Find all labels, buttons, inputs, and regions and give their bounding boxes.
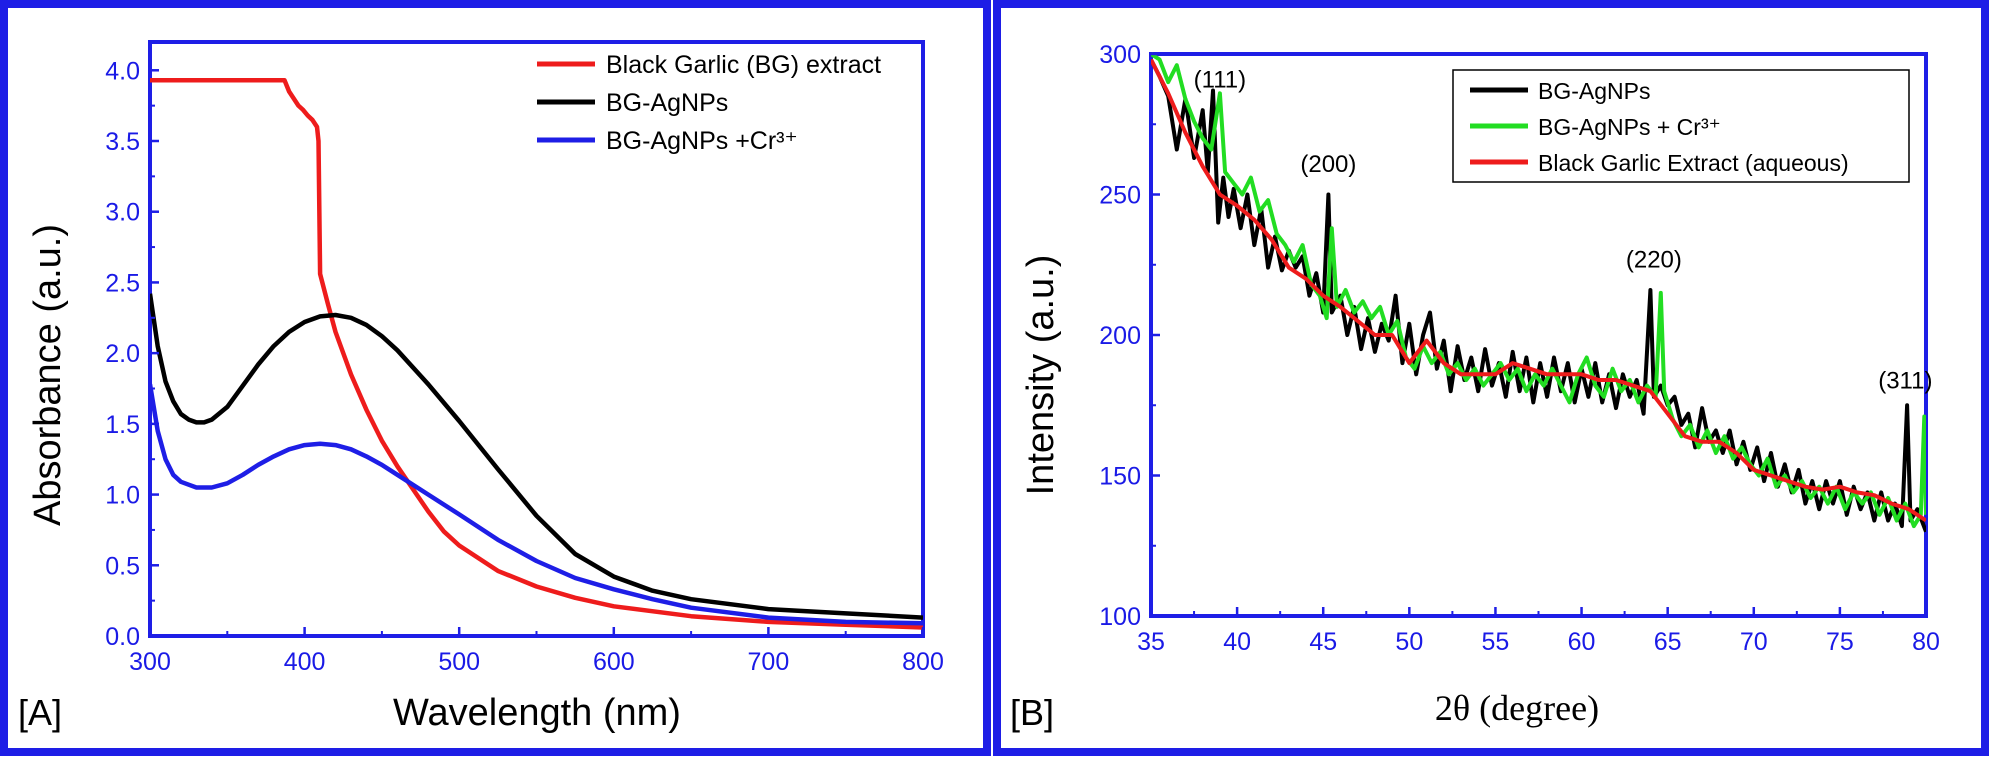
panel-a-y-tick-label: 0.0 bbox=[105, 623, 140, 651]
panel-a-y-tick-label: 2.5 bbox=[105, 269, 140, 297]
panel-a-series-group bbox=[150, 77, 923, 630]
legend-label-bg-agnps: BG-AgNPs bbox=[606, 89, 728, 117]
panel-a-x-tick-label: 600 bbox=[593, 648, 635, 676]
panel-a-y-tick-label: 3.5 bbox=[105, 128, 140, 156]
panel-a: 300 400 500 600 700 800 0.0 0.5 1.0 1.5 2.0 2.5 3.0 3… bbox=[0, 0, 991, 756]
panel-b-frame bbox=[993, 0, 1989, 756]
panel-a-y-tick-label: 2.0 bbox=[105, 340, 140, 368]
panel-b-y-axis-title: Intensity (a.u.) bbox=[1020, 255, 1062, 496]
panel-b-y-tick-label: 250 bbox=[1099, 182, 1141, 210]
panel-b-y-tick-label: 150 bbox=[1099, 463, 1141, 491]
panel-b-series-group bbox=[1151, 52, 1926, 533]
panel-a-y-tick-label: 0.5 bbox=[105, 552, 140, 580]
panel-b-x-tick-label: 60 bbox=[1568, 628, 1596, 656]
panel-b-x-tick-label: 65 bbox=[1654, 628, 1682, 656]
panel-b-x-axis-title: 2θ (degree) bbox=[1435, 688, 1599, 728]
legend-label-b-bg-agnps-cr: BG-AgNPs + Cr³⁺ bbox=[1538, 114, 1721, 140]
legend-label-b-bg-agnps: BG-AgNPs bbox=[1538, 78, 1650, 104]
panel-a-series-line-3 bbox=[150, 383, 923, 626]
panel-b-legend-box bbox=[1452, 69, 1910, 183]
panel-a-plot-area: 300 400 500 600 700 800 0.0 0.5 1.0 1.5 2.0 2.5 3.0 3… bbox=[105, 40, 944, 676]
panel-a-x-tick-label: 700 bbox=[748, 648, 790, 676]
panel-a-series-line-1 bbox=[150, 77, 923, 630]
panel-a-x-tick-label: 400 bbox=[284, 648, 326, 676]
panel-b: 35 40 45 50 55 60 65 70 75 80 100 150 200 250 300 (111)… bbox=[993, 0, 1989, 756]
panel-a-y-tick-label: 4.0 bbox=[105, 57, 140, 85]
panel-b-x-tick-label: 55 bbox=[1482, 628, 1510, 656]
panel-b-x-tick-label: 70 bbox=[1740, 628, 1768, 656]
panel-b-x-tick-label: 40 bbox=[1223, 628, 1251, 656]
panel-b-peak-label: (220) bbox=[1626, 247, 1682, 274]
panel-a-x-tick-label: 500 bbox=[438, 648, 480, 676]
panel-a-legend: Black Garlic (BG) extract BG-AgNPs BG-Ag… bbox=[537, 51, 881, 155]
panel-b-x-tick-label: 80 bbox=[1912, 628, 1940, 656]
panel-a-x-axis-title: Wavelength (nm) bbox=[393, 692, 681, 734]
panel-b-y-tick-label: 100 bbox=[1099, 603, 1141, 631]
legend-label-b-bg-extract: Black Garlic Extract (aqueous) bbox=[1538, 150, 1849, 176]
panel-b-peak-label: (111) bbox=[1194, 67, 1246, 94]
panel-a-y-tick-label: 1.0 bbox=[105, 482, 140, 510]
panel-b-legend: BG-AgNPs BG-AgNPs + Cr³⁺ Black Garlic Ex… bbox=[1452, 69, 1910, 183]
panel-a-series-line-2 bbox=[150, 293, 923, 620]
panel-b-x-tick-label: 35 bbox=[1137, 628, 1165, 656]
panel-b-peak-label: (311) bbox=[1878, 367, 1932, 394]
panel-b-series-line-3 bbox=[1151, 58, 1926, 523]
panel-a-frame bbox=[0, 0, 991, 756]
panel-a-x-tick-label: 800 bbox=[902, 648, 944, 676]
legend-label-bg-extract: Black Garlic (BG) extract bbox=[606, 51, 881, 79]
panel-a-x-tick-label: 300 bbox=[129, 648, 171, 676]
panel-b-peak-label: (200) bbox=[1300, 151, 1356, 178]
panel-b-y-tick-label: 200 bbox=[1099, 322, 1141, 350]
panel-b-plot-area: 35 40 45 50 55 60 65 70 75 80 100 150 200 250 300 (111)… bbox=[1099, 41, 1940, 656]
panel-a-y-tick-label: 3.0 bbox=[105, 199, 140, 227]
panel-a-label: [A] bbox=[18, 692, 62, 733]
panel-a-axes-frame bbox=[148, 40, 925, 638]
panel-b-series-line-1 bbox=[1151, 58, 1926, 533]
panel-b-y-tick-label: 300 bbox=[1099, 41, 1141, 69]
panel-b-x-tick-label: 45 bbox=[1309, 628, 1337, 656]
panel-a-y-axis-title: Absorbance (a.u.) bbox=[27, 224, 69, 526]
panel-a-y-tick-label: 1.5 bbox=[105, 411, 140, 439]
legend-label-bg-agnps-cr: BG-AgNPs +Cr³⁺ bbox=[606, 127, 798, 155]
panel-b-label: [B] bbox=[1010, 692, 1054, 733]
panel-b-x-tick-label: 75 bbox=[1826, 628, 1854, 656]
panel-b-x-tick-label: 50 bbox=[1395, 628, 1423, 656]
